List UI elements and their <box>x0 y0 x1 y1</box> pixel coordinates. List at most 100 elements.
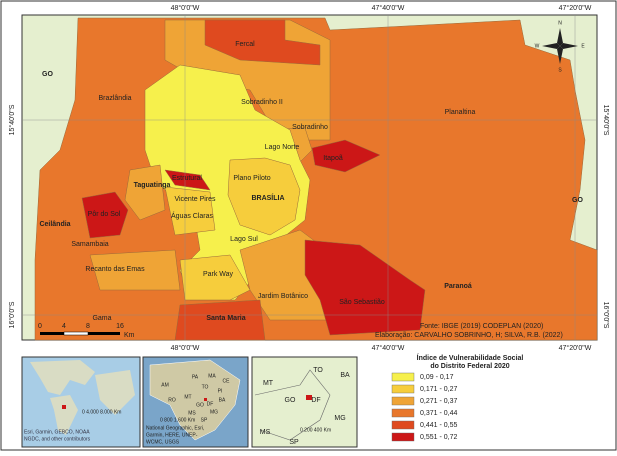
state-label: GO <box>285 397 296 404</box>
legend-title: do Distrito Federal 2020 <box>430 363 509 370</box>
legend-label: 0,371 - 0,44 <box>420 410 457 417</box>
source: Fonte: IBGE (2019) CODEPLAN (2020) <box>420 323 543 330</box>
main-map: N S E W 0 4 8 16 Km Fonte: IBGE (2019) C… <box>21 14 598 341</box>
region-label: Sobradinho <box>292 124 328 131</box>
legend: Índice de Vulnerabilidade Social do Dist… <box>391 353 524 442</box>
state-labels: PA MA CE AM PI RO TO BA MT GO DF MG MS SP <box>161 373 230 423</box>
region-label: Ceilândia <box>39 221 70 228</box>
legend-swatch <box>391 372 415 382</box>
legend-title: Índice de Vulnerabilidade Social <box>417 353 524 362</box>
state-label: PA <box>192 374 199 380</box>
legend-label: 0,551 - 0,72 <box>420 434 457 441</box>
region-label: Lago Sul <box>230 236 258 243</box>
coord-label: 47°40'0"W <box>372 344 405 352</box>
region-label: Samambaia <box>71 241 108 248</box>
state-labels: MT TO BA GO DF MG MS SP <box>260 367 350 446</box>
coord-label: 47°20'0"W <box>559 4 592 12</box>
state-label: MT <box>184 394 191 400</box>
attribution: WCMC, USGS <box>146 439 180 445</box>
state-label: SP <box>201 417 208 423</box>
state-label: DF <box>207 401 214 407</box>
state-label: GO <box>196 402 204 408</box>
state-label: SP <box>289 439 299 446</box>
coord-label: 47°40'0"W <box>372 4 405 12</box>
compass-s: S <box>558 67 562 73</box>
region-label: Taguatinga <box>134 182 171 189</box>
state-label: RO <box>168 397 176 403</box>
coord-label: 15°40'0"S <box>8 104 16 135</box>
state-label: PI <box>218 388 223 394</box>
inset-scale: 0 200 400 Km <box>300 427 331 433</box>
coord-label: 15°40'0"S <box>602 105 610 136</box>
coord-label: 47°20'0"W <box>559 344 592 352</box>
scale-tick: 16 <box>116 323 124 330</box>
region-label: Plano Piloto <box>233 175 270 182</box>
state-label: MG <box>334 415 345 422</box>
state-label: MS <box>260 429 271 436</box>
legend-swatch <box>391 432 415 442</box>
inset-scale: 0 800 1.600 Km <box>160 417 195 423</box>
attribution: NGDC, and other contributors <box>24 436 91 442</box>
scale-bar: 0 4 8 16 Km <box>38 323 135 339</box>
state-label: MG <box>210 409 218 415</box>
region-label: Brazlândia <box>98 95 131 102</box>
inset-brazil: 0 800 1.600 Km National Geographic, Esri… <box>142 356 249 448</box>
legend-label: 0,441 - 0,55 <box>420 422 457 429</box>
inset-region: 0 200 400 Km MT TO BA GO DF MG MS SP <box>251 356 358 448</box>
scale-unit: Km <box>124 332 135 339</box>
credits: Elaboração: CARVALHO SOBRINHO, H; SILVA,… <box>375 332 563 339</box>
state-label: TO <box>202 384 209 390</box>
legend-label: 0,09 - 0,17 <box>420 374 454 381</box>
region-label: Águas Claras <box>171 211 214 220</box>
scale-tick: 8 <box>86 323 90 330</box>
region-label: Fercal <box>235 41 255 48</box>
compass-e: E <box>581 43 585 49</box>
region-label: Itapoã <box>323 155 343 162</box>
region-label: Paranoá <box>444 283 472 290</box>
region-label: Planaltina <box>445 109 476 116</box>
compass: N S E W <box>535 20 586 73</box>
state-label: BA <box>219 397 226 403</box>
state-label: AM <box>161 382 169 388</box>
coord-label: 16°0'0"S <box>602 302 610 329</box>
region-label: Recanto das Emas <box>85 266 145 273</box>
region-label: Gama <box>92 315 111 322</box>
coord-label: 48°0'0"W <box>171 344 200 352</box>
attribution: Garmin, HERE, UNEP- <box>146 432 198 438</box>
region-label: BRASÍLIA <box>251 193 284 202</box>
region-label: Sobradinho II <box>241 99 283 106</box>
neighbor-label: GO <box>572 197 583 204</box>
compass-n: N <box>558 20 562 26</box>
region-label: São Sebastião <box>339 299 385 306</box>
inset-scale: 0 4.000 8.000 Km <box>82 409 121 415</box>
legend-label: 0,271 - 0,37 <box>420 398 457 405</box>
scale-tick: 4 <box>62 323 66 330</box>
inset-world: 0 4.000 8.000 Km Esri, Garmin, GEBCO, NO… <box>21 356 141 448</box>
coord-label: 16°0'0"S <box>8 301 16 328</box>
coordinates: 48°0'0"W 47°40'0"W 47°20'0"W 48°0'0"W 47… <box>8 4 610 352</box>
region-label: Vicente Pires <box>174 196 216 203</box>
region-label: Lago Norte <box>265 144 300 151</box>
legend-swatch <box>391 396 415 406</box>
compass-w: W <box>535 43 540 49</box>
scale-tick: 0 <box>38 323 42 330</box>
region-label: Estrutural <box>172 175 202 182</box>
legend-swatch <box>391 420 415 430</box>
legend-swatch <box>391 408 415 418</box>
state-label: CE <box>223 378 231 384</box>
region-label: Park Way <box>203 271 234 278</box>
coord-label: 48°0'0"W <box>171 4 200 12</box>
attribution: Esri, Garmin, GEBCO, NOAA <box>24 429 90 435</box>
state-label: MA <box>208 373 216 379</box>
region-label: Pôr do Sol <box>88 211 121 218</box>
region-label: Santa Maria <box>206 315 245 322</box>
attribution: National Geographic, Esri, <box>146 425 204 431</box>
region-labels: Fercal Brazlândia Sobradinho II Sobradinho P… <box>39 41 475 322</box>
state-label: TO <box>313 367 323 374</box>
legend-label: 0,171 - 0,27 <box>420 386 457 393</box>
state-label: BA <box>340 372 350 379</box>
region-label: Jardim Botânico <box>258 293 308 300</box>
state-label: MT <box>263 380 274 387</box>
state-label: DF <box>311 397 320 404</box>
